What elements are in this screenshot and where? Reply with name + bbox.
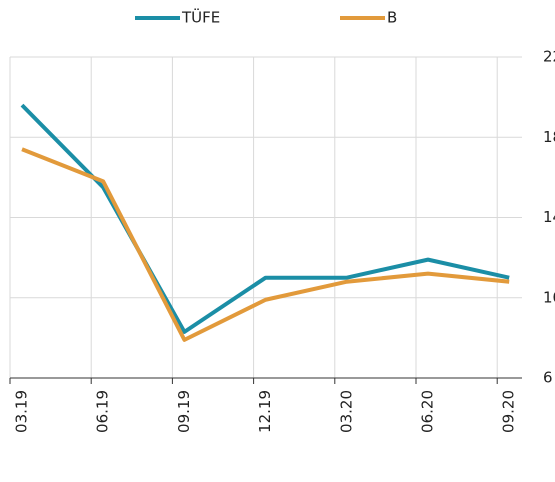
x-tick-label: 03.20	[337, 390, 355, 433]
legend-label: B	[387, 9, 397, 27]
legend-label: TÜFE	[181, 8, 220, 27]
x-tick-label: 06.20	[419, 390, 437, 433]
x-tick-label: 09.19	[175, 390, 193, 433]
y-tick-label: 14	[543, 208, 555, 226]
y-tick-label: 18	[543, 128, 555, 146]
series-line	[21, 147, 510, 342]
x-tick-label: 12.19	[256, 390, 274, 433]
series-line	[20, 103, 510, 334]
x-tick-label: 09.20	[500, 390, 518, 433]
y-tick-label: 6	[543, 369, 553, 387]
y-tick-label: 10	[543, 288, 555, 306]
y-tick-label: 22	[543, 48, 555, 66]
x-tick-label: 06.19	[94, 390, 112, 433]
x-tick-label: 03.19	[13, 390, 31, 433]
